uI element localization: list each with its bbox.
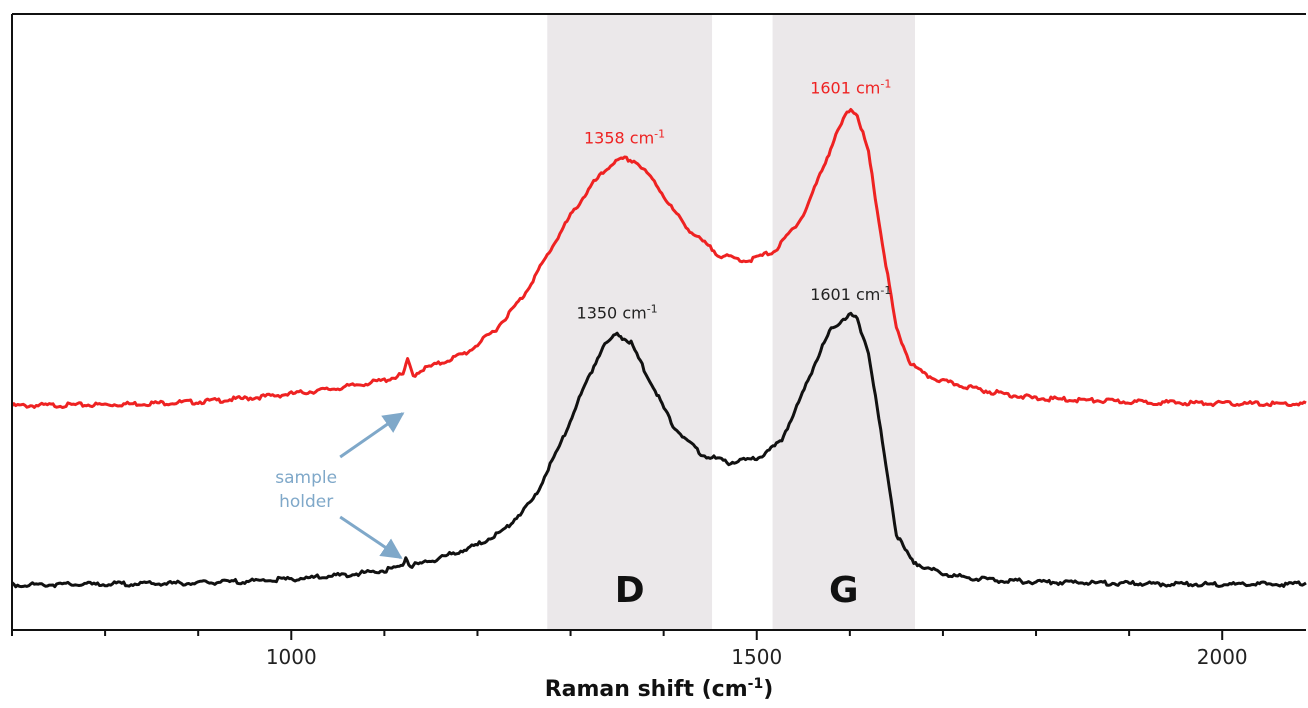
- axes-layer: 1000 1500 2000 Raman shift (cm-1): [11, 13, 1306, 702]
- peak-label-superscript: -1: [880, 78, 891, 91]
- peak-label: 1358 cm-1: [584, 128, 665, 148]
- peak-label: 1350 cm-1: [577, 303, 658, 323]
- band-d: [547, 14, 713, 630]
- series-line-black: [10, 311, 1307, 589]
- peak-label-superscript: -1: [647, 303, 658, 316]
- x-axis-title-superscript: -1: [748, 676, 764, 692]
- annotation-text: sample: [275, 468, 337, 488]
- x-ticks: 1000 1500 2000: [11, 630, 1248, 669]
- annotation-text: holder: [279, 492, 333, 512]
- x-tick-label: 2000: [1197, 645, 1248, 669]
- band-g: [772, 14, 916, 630]
- peak-label-main: 1358 cm: [584, 129, 654, 148]
- x-axis-title-tail: ): [763, 677, 773, 702]
- x-axis-title: Raman shift (cm-1): [545, 676, 774, 702]
- series-line-red: [10, 108, 1307, 409]
- band-label-d: D: [615, 570, 645, 611]
- peak-label: 1601 cm-1: [810, 284, 891, 304]
- peak-label-superscript: -1: [654, 128, 665, 141]
- peak-label-superscript: -1: [880, 284, 891, 297]
- annotation-arrow: [339, 412, 405, 459]
- band-label-g: G: [829, 570, 859, 611]
- peak-label-main: 1601 cm: [810, 79, 880, 98]
- x-axis-title-main: Raman shift (cm: [545, 677, 748, 702]
- x-tick-label: 1500: [731, 645, 782, 669]
- annotation-layer: sample holder: [275, 412, 405, 559]
- peak-label: 1601 cm-1: [810, 78, 891, 98]
- peak-label-main: 1601 cm: [810, 285, 880, 304]
- series-layer: [10, 108, 1307, 589]
- peak-label-main: 1350 cm: [577, 304, 647, 323]
- x-tick-label: 1000: [266, 645, 317, 669]
- annotation-arrow: [339, 515, 403, 559]
